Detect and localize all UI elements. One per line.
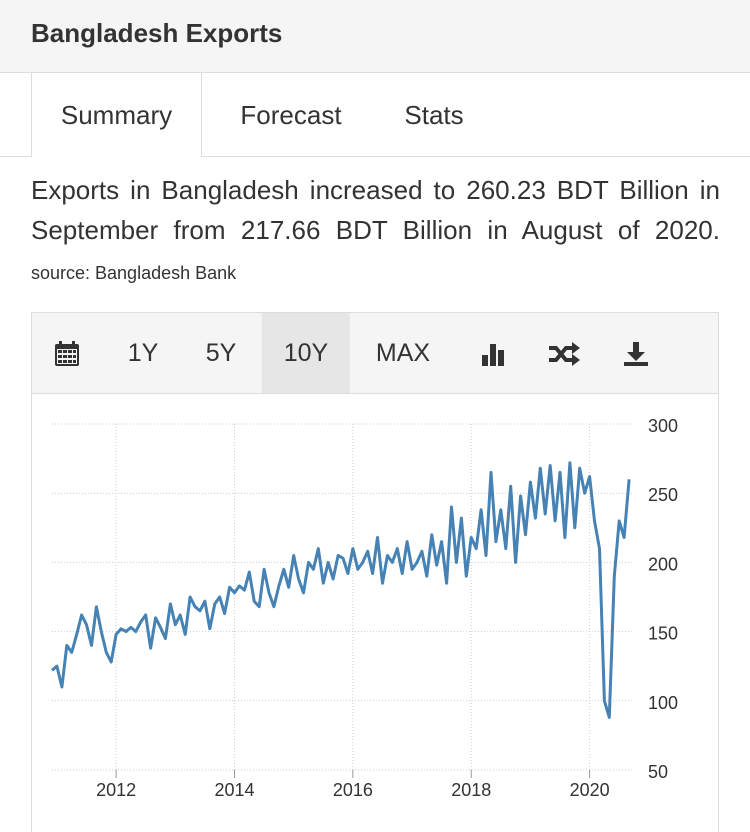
tab-bar: Summary Forecast Stats — [0, 73, 750, 157]
x-tick-label: 2012 — [96, 780, 136, 800]
tab-summary[interactable]: Summary — [31, 73, 202, 157]
range-5y-button[interactable]: 5Y — [205, 339, 237, 367]
calendar-icon[interactable] — [38, 313, 96, 393]
y-tick-label: 200 — [648, 554, 678, 574]
x-tick-label: 2020 — [570, 780, 610, 800]
range-10y-button[interactable]: 10Y — [262, 313, 350, 393]
range-max-button[interactable]: MAX — [375, 339, 431, 367]
page-title: Bangladesh Exports — [31, 18, 283, 48]
chart-toolbar: 1Y 5Y 10Y MAX — [31, 312, 719, 394]
x-tick-label: 2014 — [214, 780, 254, 800]
y-tick-label: 100 — [648, 693, 678, 713]
shuffle-icon[interactable] — [538, 313, 590, 393]
x-tick-label: 2016 — [333, 780, 373, 800]
exports-line-chart: 50 100 150 200 250 300 2012 2014 2016 2018 2020 — [51, 416, 678, 800]
tab-stats[interactable]: Stats — [404, 100, 464, 130]
tab-forecast[interactable]: Forecast — [240, 100, 342, 130]
y-tick-label: 150 — [648, 624, 678, 644]
page-header: Bangladesh Exports — [0, 0, 750, 73]
range-1y-button[interactable]: 1Y — [127, 339, 159, 367]
summary-paragraph: Exports in Bangladesh increased to 260.2… — [31, 170, 720, 293]
bar-chart-icon[interactable] — [468, 313, 520, 393]
chart-container — [31, 394, 719, 832]
y-tick-label: 50 — [648, 762, 668, 782]
series-line — [51, 461, 631, 719]
summary-text: Exports in Bangladesh increased to 260.2… — [31, 175, 720, 245]
y-tick-label: 300 — [648, 416, 678, 436]
x-tick-label: 2018 — [451, 780, 491, 800]
source-note: source: Bangladesh Bank — [31, 263, 237, 283]
y-tick-label: 250 — [648, 485, 678, 505]
download-icon[interactable] — [610, 313, 662, 393]
